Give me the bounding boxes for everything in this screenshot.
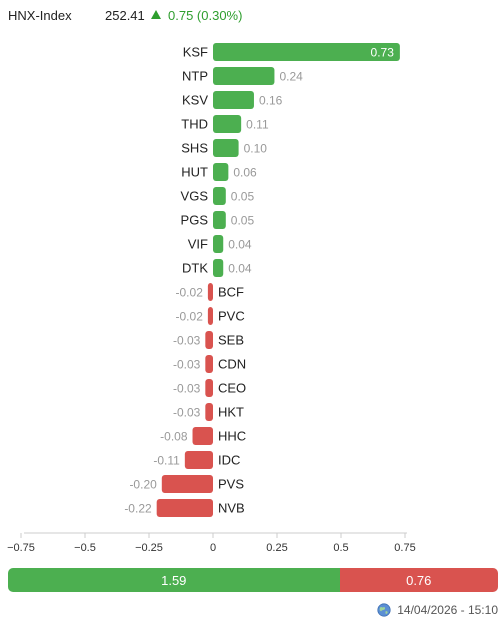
- value-label: -0.03: [173, 358, 201, 372]
- bar-idc: [184, 451, 213, 469]
- category-label: CDN: [218, 357, 246, 372]
- category-label: SEB: [218, 333, 244, 348]
- x-tick-label: 0.5: [333, 542, 348, 554]
- x-tick-label: 0.75: [394, 542, 415, 554]
- bar-pvc: [207, 307, 213, 325]
- bar-hkt: [205, 403, 213, 421]
- category-label: PVS: [218, 477, 244, 492]
- bar-thd: [213, 115, 242, 133]
- globe-icon: [377, 603, 391, 617]
- category-label: PGS: [181, 213, 209, 228]
- up-triangle-icon: [151, 10, 161, 19]
- value-label: 0.16: [259, 94, 283, 108]
- index-name: HNX-Index: [8, 8, 72, 23]
- value-label: -0.03: [173, 406, 201, 420]
- category-label: IDC: [218, 453, 240, 468]
- bar-seb: [205, 331, 213, 349]
- bar-vif: [213, 235, 224, 253]
- value-label: -0.11: [153, 454, 180, 468]
- bar-shs: [213, 139, 239, 157]
- index-header: HNX-Index 252.41 0.75 (0.30%): [0, 0, 504, 30]
- value-label: -0.02: [176, 286, 204, 300]
- decline-segment: 0.76: [339, 568, 498, 592]
- index-change: 0.75 (0.30%): [168, 8, 243, 23]
- bar-nvb: [156, 499, 213, 517]
- bar-pvs: [161, 475, 213, 493]
- category-label: PVC: [218, 309, 245, 324]
- category-label: NVB: [218, 501, 245, 516]
- bar-ceo: [205, 379, 213, 397]
- value-label: 0.05: [231, 214, 255, 228]
- category-label: KSF: [183, 45, 208, 60]
- category-label: DTK: [182, 261, 208, 276]
- value-label: -0.20: [129, 478, 157, 492]
- value-label: -0.03: [173, 334, 201, 348]
- category-label: VIF: [188, 237, 208, 252]
- bar-ksv: [213, 91, 254, 109]
- value-label: 0.06: [233, 166, 257, 180]
- x-tick-label: −0.5: [74, 542, 96, 554]
- bar-bcf: [207, 283, 213, 301]
- category-label: VGS: [181, 189, 209, 204]
- timestamp: 14/04/2026 - 15:10: [377, 603, 498, 617]
- x-tick-label: −0.25: [135, 542, 163, 554]
- category-label: HUT: [181, 165, 208, 180]
- category-label: NTP: [182, 69, 208, 84]
- value-label: -0.02: [176, 310, 204, 324]
- value-label: 0.05: [231, 190, 255, 204]
- x-tick-label: 0.25: [266, 542, 287, 554]
- index-value: 252.41: [105, 8, 145, 23]
- bar-vgs: [213, 187, 226, 205]
- bar-hhc: [192, 427, 213, 445]
- value-label: 0.04: [228, 238, 252, 252]
- value-label: -0.22: [124, 502, 152, 516]
- contribution-bar-chart: KSF 0.73 NTP 0.24 KSV 0.16 THD 0.11 SHS 0.10 HUT 0.…: [7, 43, 416, 554]
- value-label: 0.73: [371, 46, 395, 60]
- advance-decline-bar: 1.59 0.76: [8, 568, 498, 592]
- category-label: BCF: [218, 285, 244, 300]
- bar-ksf: [213, 43, 400, 61]
- category-label: KSV: [182, 93, 208, 108]
- value-label: 0.10: [244, 142, 268, 156]
- category-label: HHC: [218, 429, 246, 444]
- x-tick-label: 0: [210, 542, 216, 554]
- bar-hut: [213, 163, 229, 181]
- value-label: -0.08: [160, 430, 188, 444]
- value-label: 0.11: [246, 118, 269, 132]
- value-label: 0.24: [279, 70, 303, 84]
- bar-pgs: [213, 211, 226, 229]
- bar-ntp: [213, 67, 275, 85]
- x-tick-label: −0.75: [7, 542, 35, 554]
- advance-segment: 1.59: [8, 568, 340, 592]
- bar-cdn: [205, 355, 213, 373]
- category-label: CEO: [218, 381, 246, 396]
- category-label: SHS: [181, 141, 208, 156]
- bar-dtk: [213, 259, 224, 277]
- value-label: -0.03: [173, 382, 201, 396]
- timestamp-text: 14/04/2026 - 15:10: [397, 603, 498, 617]
- value-label: 0.04: [228, 262, 252, 276]
- category-label: HKT: [218, 405, 244, 420]
- category-label: THD: [181, 117, 208, 132]
